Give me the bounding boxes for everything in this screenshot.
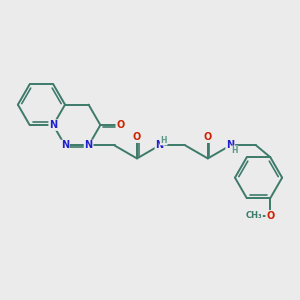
Text: N: N: [49, 120, 57, 130]
Text: H: H: [231, 146, 238, 155]
Text: O: O: [133, 132, 141, 142]
Text: N: N: [85, 140, 93, 151]
Text: O: O: [266, 211, 275, 221]
Text: N: N: [61, 140, 69, 151]
Text: N: N: [155, 140, 164, 151]
Text: N: N: [226, 140, 234, 151]
Text: CH₃: CH₃: [245, 211, 262, 220]
Text: O: O: [116, 120, 124, 130]
Text: O: O: [204, 132, 212, 142]
Text: H: H: [160, 136, 167, 145]
